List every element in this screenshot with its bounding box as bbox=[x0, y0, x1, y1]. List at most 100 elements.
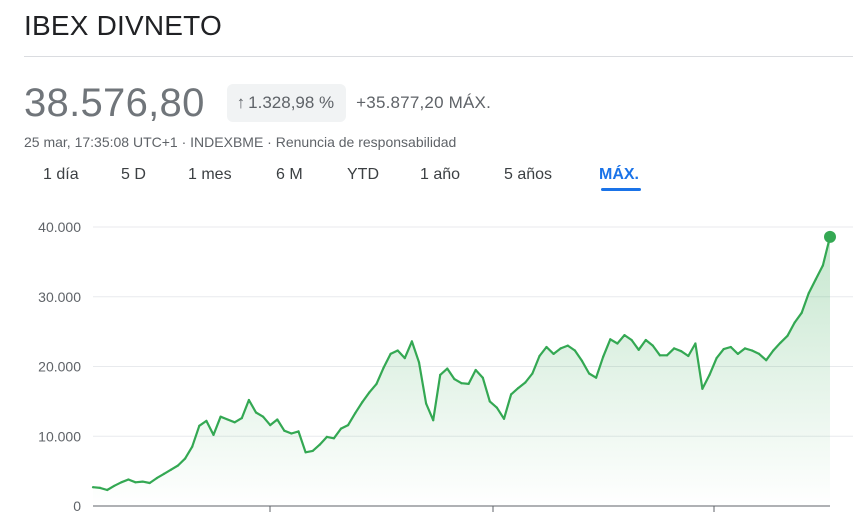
data-point bbox=[765, 359, 768, 362]
data-point bbox=[311, 449, 314, 452]
tab-1-year[interactable]: 1 año bbox=[420, 166, 461, 183]
tab-6-months[interactable]: 6 M bbox=[276, 166, 303, 183]
data-point bbox=[750, 349, 754, 352]
price-chart[interactable]: 0 10.000 20.000 30.000 40.000 bbox=[0, 210, 853, 517]
data-point bbox=[205, 419, 208, 422]
latest-price-marker bbox=[824, 230, 836, 243]
y-tick-label: 10.000 bbox=[38, 428, 81, 444]
percent-change-value: 1.328,98 % bbox=[248, 93, 335, 112]
data-point bbox=[800, 311, 803, 314]
meta-separator: · bbox=[263, 134, 276, 150]
data-point bbox=[736, 352, 740, 355]
data-point bbox=[113, 484, 116, 487]
quote-timestamp: 25 mar, 17:35:08 UTC+1 bbox=[24, 134, 178, 150]
data-point bbox=[169, 468, 173, 471]
data-point bbox=[630, 338, 633, 342]
data-point bbox=[212, 433, 215, 436]
data-point bbox=[531, 372, 534, 375]
data-point bbox=[148, 481, 151, 485]
data-point bbox=[283, 429, 286, 432]
page-title: IBEX DIVNETO bbox=[24, 10, 222, 41]
data-point bbox=[127, 478, 130, 481]
data-point bbox=[297, 430, 300, 433]
data-point bbox=[354, 412, 357, 415]
data-point bbox=[566, 344, 569, 347]
data-point bbox=[673, 347, 676, 350]
data-point bbox=[595, 376, 598, 379]
data-point bbox=[325, 435, 328, 438]
percent-change-badge: ↑ 1.328,98 % bbox=[226, 84, 347, 122]
current-price: 38.576,80 bbox=[24, 80, 205, 125]
tab-ytd[interactable]: YTD bbox=[347, 166, 379, 183]
data-point bbox=[219, 415, 222, 418]
data-point bbox=[467, 382, 470, 385]
y-tick-label: 0 bbox=[73, 498, 81, 514]
data-point bbox=[680, 350, 683, 353]
data-point bbox=[665, 354, 669, 357]
data-point bbox=[821, 264, 825, 267]
data-point bbox=[417, 361, 421, 364]
data-point bbox=[701, 387, 704, 390]
data-point bbox=[658, 354, 662, 357]
absolute-change: +35.877,20 MÁX. bbox=[356, 93, 492, 112]
data-point bbox=[403, 357, 406, 360]
data-point bbox=[276, 418, 279, 421]
data-point bbox=[524, 381, 527, 384]
data-point bbox=[155, 477, 158, 480]
data-point bbox=[91, 486, 95, 489]
data-point bbox=[254, 411, 258, 414]
series-area-fill bbox=[93, 236, 830, 506]
y-tick-label: 20.000 bbox=[38, 359, 81, 375]
active-tab-indicator bbox=[601, 188, 641, 191]
data-point bbox=[814, 278, 817, 281]
data-point bbox=[99, 486, 102, 489]
tab-5-days[interactable]: 5 D bbox=[121, 166, 146, 183]
data-point bbox=[141, 480, 144, 483]
data-point bbox=[602, 355, 605, 358]
data-point bbox=[793, 321, 796, 324]
tab-max[interactable]: MÁX. bbox=[599, 166, 639, 183]
data-point bbox=[559, 347, 562, 350]
tab-1-day[interactable]: 1 día bbox=[43, 166, 79, 183]
data-point bbox=[432, 419, 435, 422]
data-point bbox=[233, 421, 236, 424]
data-point bbox=[339, 427, 343, 430]
data-point bbox=[425, 402, 428, 405]
disclaimer-link[interactable]: Renuncia de responsabilidad bbox=[275, 134, 457, 150]
data-point bbox=[162, 472, 165, 475]
data-point bbox=[580, 359, 584, 362]
exchange-name: INDEXBME bbox=[190, 134, 264, 150]
data-point bbox=[474, 368, 477, 372]
data-point bbox=[538, 354, 541, 358]
data-point bbox=[439, 373, 442, 376]
data-point bbox=[240, 417, 243, 420]
data-point bbox=[743, 347, 747, 350]
arrow-up-icon: ↑ bbox=[236, 93, 246, 112]
y-tick-label: 40.000 bbox=[38, 219, 81, 235]
data-point bbox=[807, 292, 810, 295]
data-point bbox=[715, 357, 718, 360]
data-point bbox=[262, 415, 265, 418]
data-point bbox=[290, 432, 293, 435]
tab-1-month[interactable]: 1 mes bbox=[188, 166, 232, 183]
data-point bbox=[347, 424, 350, 427]
data-point bbox=[502, 417, 506, 420]
data-point bbox=[191, 445, 194, 448]
data-point bbox=[361, 401, 364, 404]
data-point bbox=[644, 338, 647, 342]
data-point bbox=[772, 349, 775, 352]
data-point bbox=[786, 334, 789, 337]
meta-separator: · bbox=[177, 134, 191, 150]
data-point bbox=[269, 424, 272, 427]
data-point bbox=[488, 400, 491, 403]
data-point bbox=[616, 342, 619, 345]
data-point bbox=[609, 338, 612, 341]
data-point bbox=[722, 348, 725, 351]
data-point bbox=[651, 344, 654, 347]
data-point bbox=[247, 398, 250, 402]
data-point bbox=[304, 451, 307, 454]
data-point bbox=[226, 418, 229, 421]
tab-5-years[interactable]: 5 años bbox=[504, 166, 553, 183]
data-point bbox=[318, 443, 321, 446]
data-point bbox=[453, 378, 456, 381]
